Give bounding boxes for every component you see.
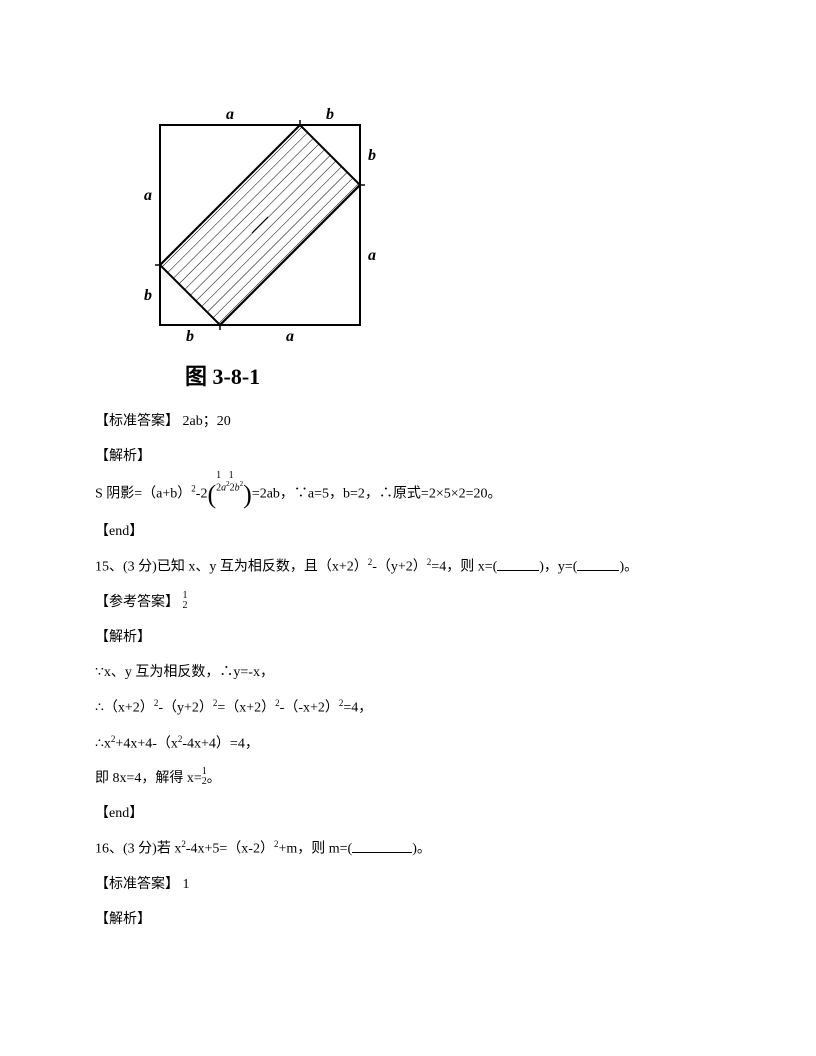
t: =4， [343,701,372,716]
svg-text:b: b [326,106,334,123]
t: )。 [412,842,431,857]
svg-text:b: b [186,328,194,345]
lparen-icon: ( [207,480,216,509]
parse-line-2: ∵x、y 互为相反数，∴y=-x， [95,662,721,683]
t: 。 [207,771,221,786]
blank [577,557,619,571]
rparen-icon: ) [243,480,252,509]
svg-text:a: a [368,247,376,264]
t: -（y+2） [158,701,213,716]
ans2-val: 1 [179,877,190,892]
t: ∴（x+2） [95,701,154,716]
den: 2 [202,777,207,787]
den: 2 [183,601,188,611]
t: =2ab，∵a=5，b=2，∴原式=2×5×2=20。 [252,486,502,501]
t: -4x+4）=4， [182,736,258,751]
inner-expr: 1 12a22b2 [216,471,243,493]
parse-line-5: 即 8x=4，解得 x=12。 [95,768,721,789]
t: +4x+4-（x [115,736,177,751]
t: )。 [619,560,638,575]
t: =（x+2） [217,701,275,716]
blank [497,557,539,571]
parse-line-4: ∴x2+4x+4-（x2-4x+4）=4， [95,733,721,755]
blank [352,839,412,853]
figure-caption: 图 3-8-1 [185,360,721,393]
figure-svg: a b b a a b b a [125,100,395,350]
t: 16、(3 分)若 x [95,842,181,857]
t: -（-x+2） [280,701,339,716]
frac-half: 12 [183,591,188,611]
svg-text:a: a [286,328,294,345]
svg-text:b: b [144,287,152,304]
q15: 15、(3 分)已知 x、y 互为相反数，且（x+2）2-（y+2）2=4，则 … [95,556,721,578]
t: =4，则 x=( [431,560,497,575]
t: -2 [196,486,208,501]
t: ∴x [95,736,111,751]
t: S 阴影=（a+b） [95,486,191,501]
svg-text:a: a [226,106,234,123]
t: )，y=( [539,560,577,575]
ans2-label: 【标准答案】 [95,877,179,892]
t: 即 8x=4，解得 x= [95,771,202,786]
ans1-val: 2ab；20 [179,414,231,429]
q16: 16、(3 分)若 x2-4x+5=（x-2）2+m，则 m=()。 [95,838,721,860]
parse-label-2: 【解析】 [95,627,721,648]
svg-text:b: b [368,147,376,164]
ref-ans: 【参考答案】 12 [95,592,721,613]
parse-label-1: 【解析】 [95,446,721,467]
t: -4x+5=（x-2） [186,842,274,857]
end-2: 【end】 [95,803,721,824]
frac-half: 12 [202,767,207,787]
end-1: 【end】 [95,521,721,542]
figure-3-8-1: a b b a a b b a [125,100,721,350]
paren-group: (1 12a22b2) [207,479,251,505]
answer-1: 【标准答案】 2ab；20 [95,411,721,432]
parse-line-3: ∴（x+2）2-（y+2）2=（x+2）2-（-x+2）2=4， [95,697,721,719]
parse-line-1: S 阴影=（a+b）2-2(1 12a22b2)=2ab，∵a=5，b=2，∴原… [95,481,721,507]
parse-label-3: 【解析】 [95,909,721,930]
svg-text:a: a [144,187,152,204]
t: +m，则 m=( [278,842,352,857]
ans1-label: 【标准答案】 [95,414,179,429]
t: -（y+2） [372,560,427,575]
answer-2: 【标准答案】 1 [95,874,721,895]
t: 15、(3 分)已知 x、y 互为相反数，且（x+2） [95,560,368,575]
ref-label: 【参考答案】 [95,595,179,610]
